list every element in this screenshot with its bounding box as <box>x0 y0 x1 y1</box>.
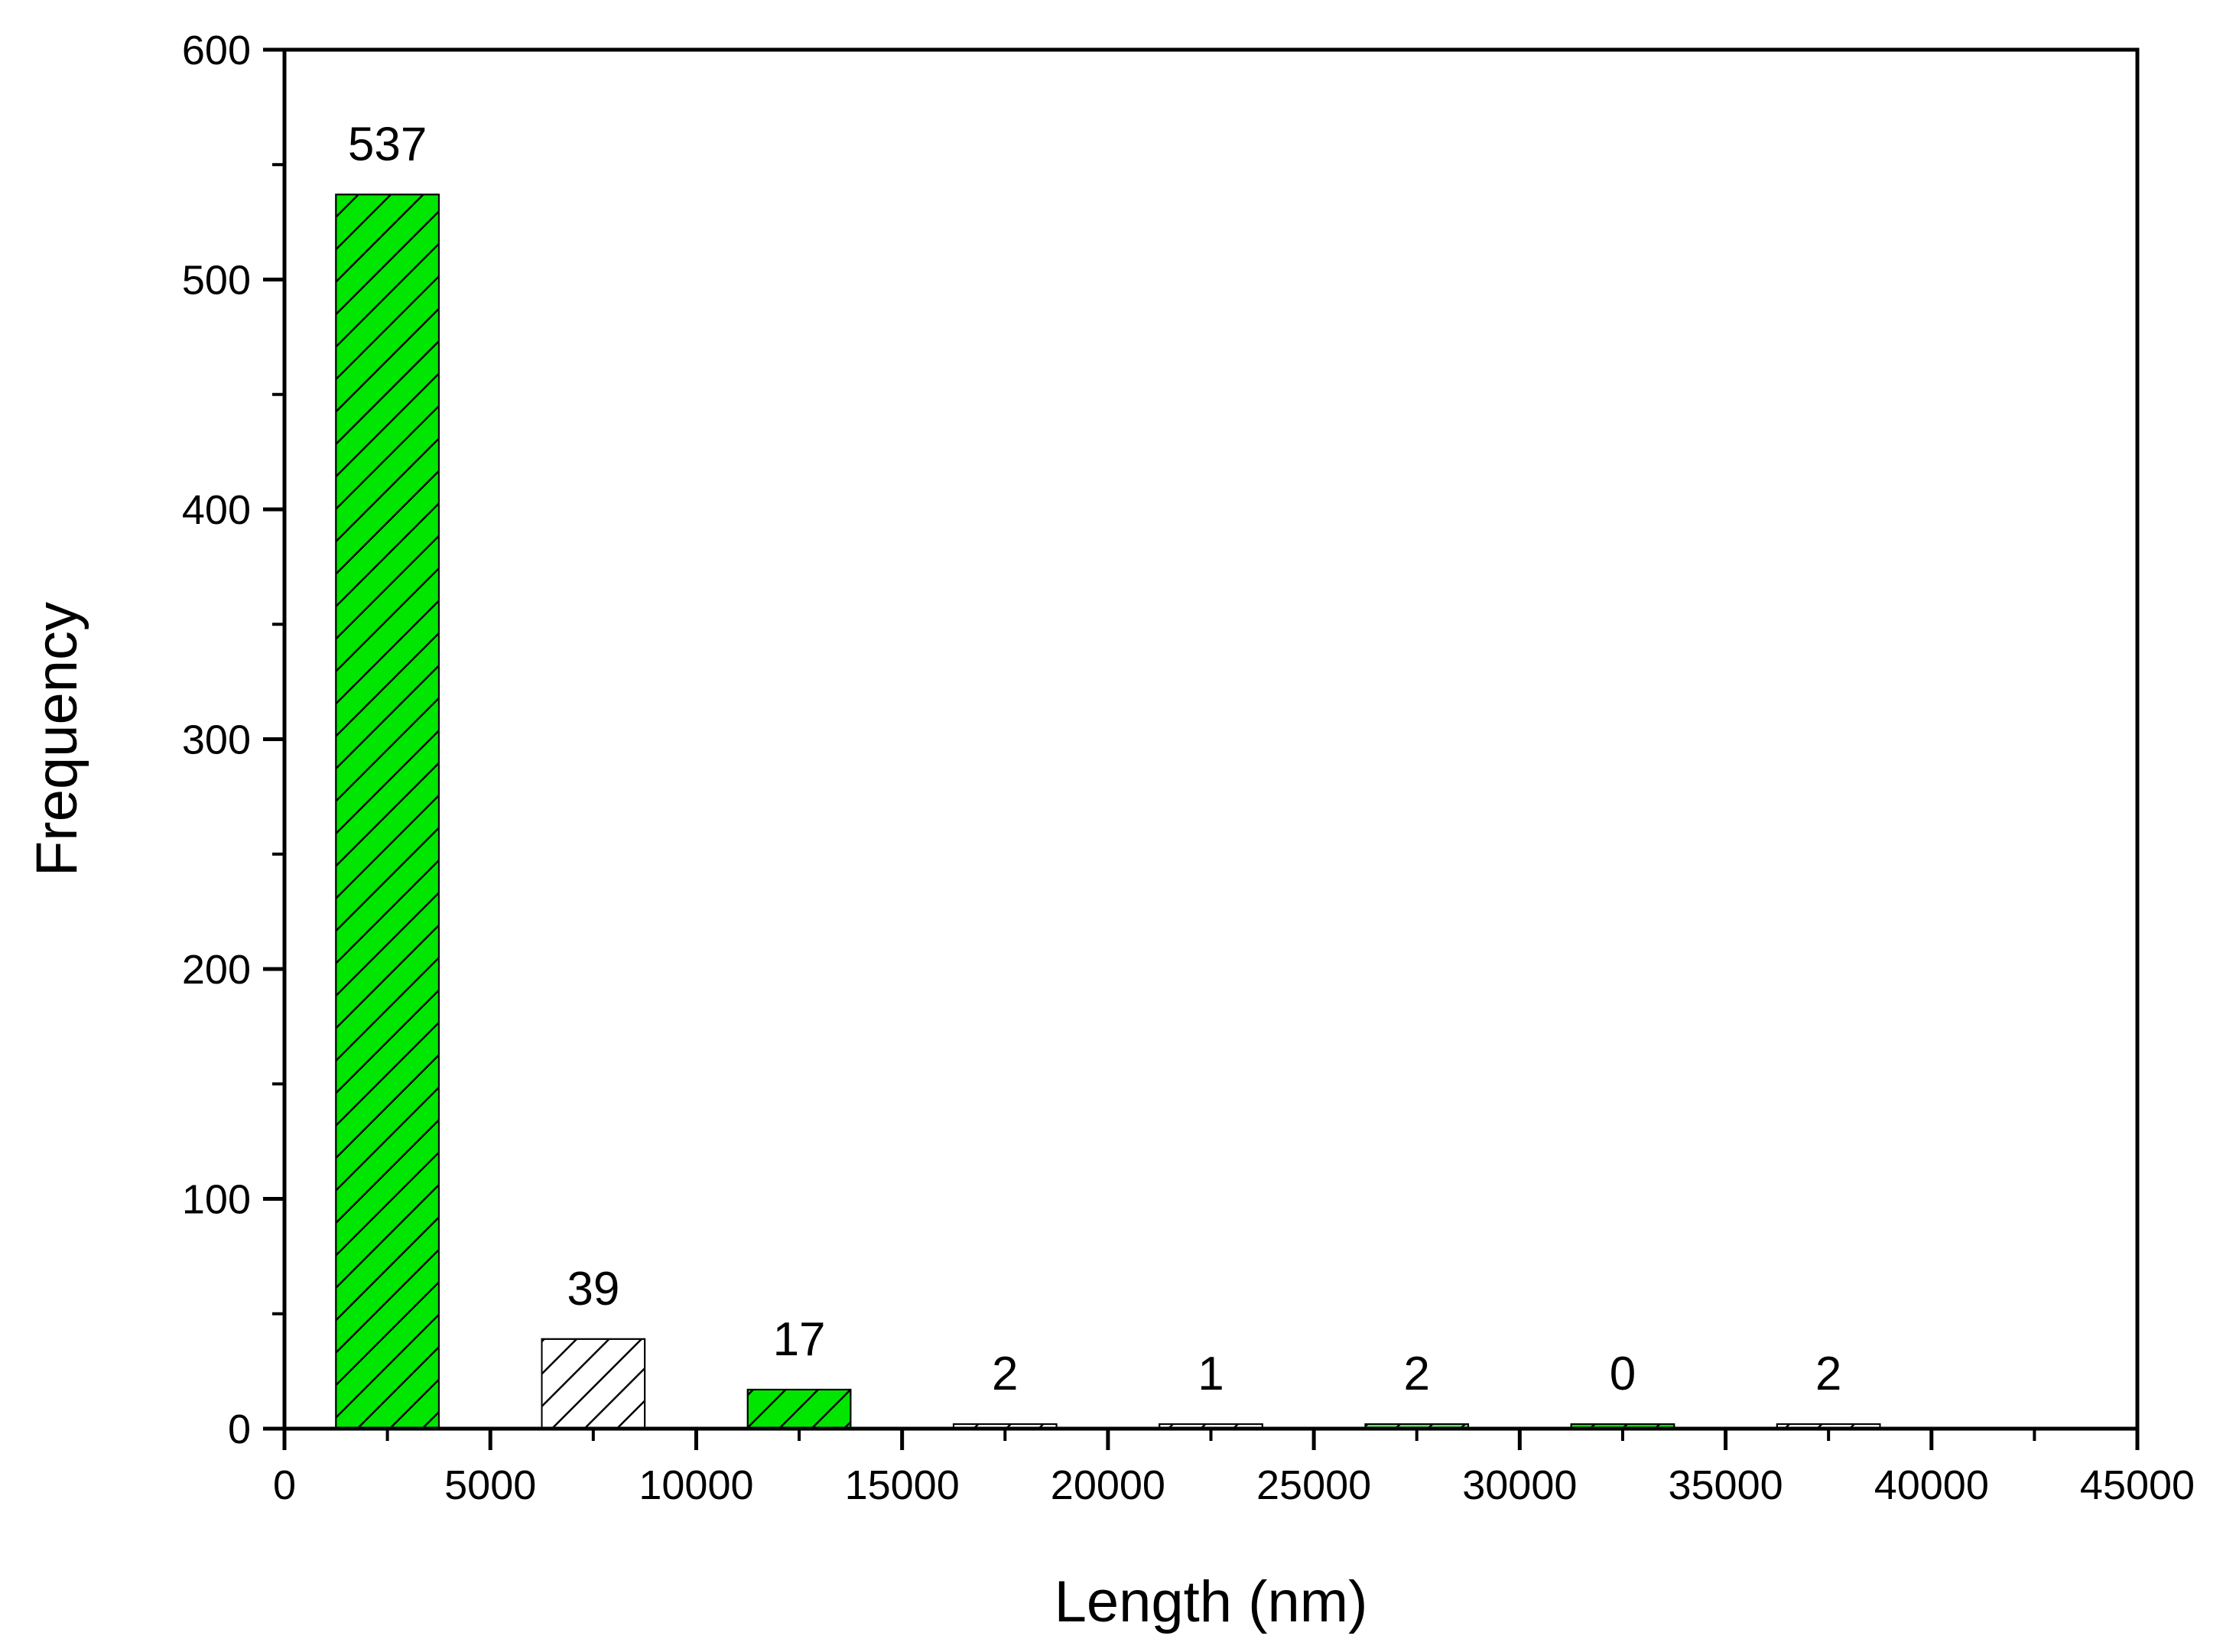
bar-hatch <box>746 1388 852 1430</box>
x-tick-label: 40000 <box>1874 1462 1989 1508</box>
y-tick-label: 600 <box>182 28 251 73</box>
bar-hatch <box>335 193 440 1430</box>
bar <box>541 1338 646 1430</box>
x-tick-label: 25000 <box>1256 1462 1371 1508</box>
ticks-layer: 0 5000 10000 15000 20000 25000 30000 35000 40000… <box>182 28 2195 1508</box>
bar <box>335 193 440 1430</box>
y-tick-label: 400 <box>182 487 251 533</box>
y-tick-label: 0 <box>228 1406 251 1452</box>
x-tick-label: 20000 <box>1051 1462 1165 1508</box>
y-tick-label: 200 <box>182 947 251 993</box>
y-tick-label: 100 <box>182 1177 251 1223</box>
bar-data-label: 2 <box>992 1348 1018 1400</box>
y-axis-title: Frequency <box>24 602 89 876</box>
bars-layer: 537 39 17 2 1 2 0 2 <box>335 118 1881 1430</box>
bar-data-label: 1 <box>1198 1348 1224 1400</box>
bar-data-label: 2 <box>1403 1348 1429 1400</box>
y-tick-label: 500 <box>182 258 251 304</box>
x-tick-label: 15000 <box>845 1462 960 1508</box>
x-tick-label: 35000 <box>1668 1462 1783 1508</box>
bar-data-label: 39 <box>567 1263 619 1315</box>
x-tick-label: 5000 <box>444 1462 536 1508</box>
bar-data-label: 537 <box>348 118 427 171</box>
bar-hatch <box>541 1338 646 1430</box>
y-tick-label: 300 <box>182 717 251 763</box>
x-tick-label: 45000 <box>2080 1462 2195 1508</box>
x-tick-label: 0 <box>273 1462 296 1508</box>
x-tick-label: 10000 <box>639 1462 753 1508</box>
plot-frame <box>282 47 2140 1431</box>
bar-data-label: 2 <box>1815 1348 1841 1400</box>
x-tick-label: 30000 <box>1462 1462 1577 1508</box>
bar <box>746 1388 852 1430</box>
x-axis-title: Length (nm) <box>1055 1569 1368 1634</box>
bar-data-label: 17 <box>773 1313 826 1366</box>
bar-data-label: 0 <box>1610 1348 1636 1400</box>
